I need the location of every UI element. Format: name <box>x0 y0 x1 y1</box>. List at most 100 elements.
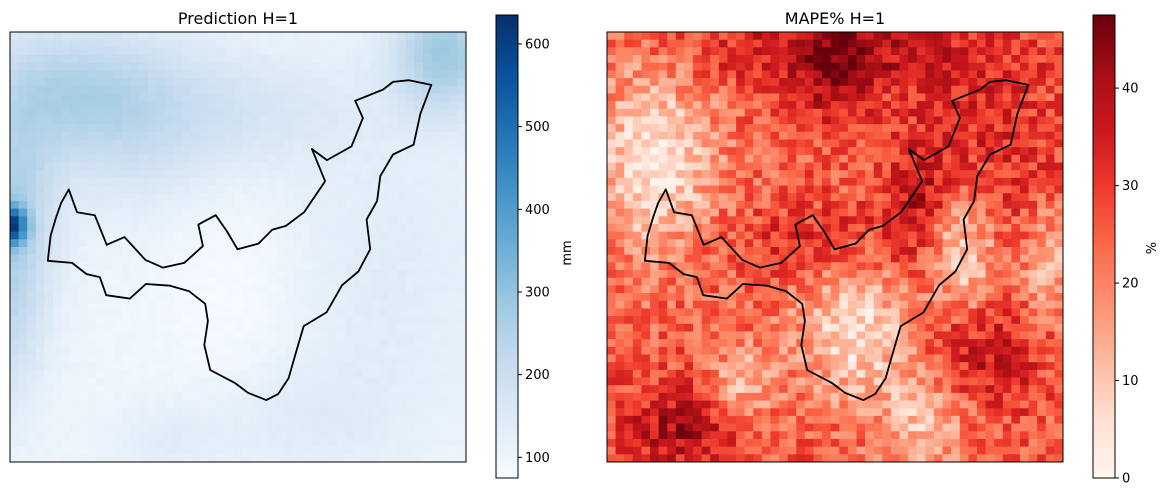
heatmap-cell <box>147 32 157 41</box>
heatmap-cell <box>354 85 364 94</box>
heatmap-cell <box>736 316 746 325</box>
heatmap-cell <box>233 369 243 378</box>
heatmap-cell <box>632 247 642 256</box>
heatmap-cell <box>959 116 969 125</box>
heatmap-cell <box>113 131 123 140</box>
heatmap-cell <box>890 108 900 117</box>
heatmap-cell <box>770 70 780 79</box>
heatmap-cell <box>173 454 183 463</box>
heatmap-cell <box>173 300 183 309</box>
heatmap-cell <box>190 247 200 256</box>
heatmap-cell <box>371 208 381 217</box>
heatmap-cell <box>164 438 174 448</box>
heatmap-cell <box>710 39 720 48</box>
heatmap-cell <box>1011 270 1021 279</box>
heatmap-cell <box>607 300 616 309</box>
heatmap-cell <box>839 185 849 194</box>
heatmap-cell <box>397 362 407 371</box>
heatmap-cell <box>624 300 634 309</box>
heatmap-cell <box>1045 93 1055 102</box>
heatmap-cell <box>440 454 450 463</box>
heatmap-cell <box>371 262 381 271</box>
heatmap-cell <box>139 438 149 448</box>
heatmap-cell <box>27 193 37 202</box>
heatmap-cell <box>311 162 321 171</box>
heatmap-cell <box>448 139 458 148</box>
heatmap-cell <box>379 185 389 194</box>
heatmap-cell <box>448 423 458 432</box>
heatmap-cell <box>319 346 329 355</box>
heatmap-cell <box>268 454 278 463</box>
heatmap-cell <box>78 438 88 448</box>
heatmap-cell <box>27 47 37 56</box>
heatmap-cell <box>787 193 797 202</box>
heatmap-cell <box>684 147 694 156</box>
heatmap-cell <box>44 170 54 179</box>
heatmap-cell <box>78 362 88 371</box>
heatmap-cell <box>1045 85 1055 94</box>
heatmap-cell <box>199 323 209 332</box>
heatmap-cell <box>61 400 71 409</box>
heatmap-cell <box>710 316 720 325</box>
heatmap-cell <box>61 300 71 309</box>
heatmap-cell <box>847 62 857 71</box>
heatmap-cell <box>250 223 260 233</box>
heatmap-cell <box>847 308 857 317</box>
heatmap-cell <box>813 270 823 279</box>
heatmap-cell <box>379 208 389 217</box>
heatmap-cell <box>302 454 312 463</box>
heatmap-cell <box>96 262 106 271</box>
heatmap-cell <box>96 108 106 117</box>
heatmap-cell <box>207 70 217 79</box>
heatmap-cell <box>182 55 192 64</box>
heatmap-cell <box>1037 208 1047 217</box>
heatmap-cell <box>354 162 364 171</box>
heatmap-cell <box>354 362 364 371</box>
heatmap-cell <box>693 101 703 110</box>
heatmap-cell <box>787 47 797 56</box>
heatmap-cell <box>242 438 252 448</box>
heatmap-cell <box>650 162 660 171</box>
heatmap-cell <box>882 139 892 148</box>
heatmap-cell <box>607 85 616 94</box>
heatmap-cell <box>615 193 625 202</box>
heatmap-cell <box>865 177 875 186</box>
heatmap-cell <box>78 216 88 225</box>
heatmap-cell <box>328 239 338 248</box>
heatmap-cell <box>890 308 900 317</box>
heatmap-cell <box>710 239 720 248</box>
heatmap-cell <box>822 177 832 186</box>
heatmap-cell <box>173 39 183 48</box>
heatmap-cell <box>976 262 986 271</box>
heatmap-cell <box>916 231 926 240</box>
heatmap-cell <box>285 385 295 394</box>
heatmap-cell <box>796 162 806 171</box>
heatmap-cell <box>753 139 763 148</box>
heatmap-cell <box>641 300 651 309</box>
heatmap-cell <box>675 32 685 41</box>
heatmap-cell <box>311 392 321 401</box>
heatmap-cell <box>379 392 389 401</box>
heatmap-cell <box>779 223 789 233</box>
heatmap-cell <box>130 308 140 317</box>
heatmap-cell <box>147 193 157 202</box>
heatmap-cell <box>422 32 432 41</box>
heatmap-cell <box>422 400 432 409</box>
heatmap-cell <box>96 293 106 302</box>
heatmap-cell <box>440 208 450 217</box>
heatmap-cell <box>632 101 642 110</box>
heatmap-cell <box>156 438 166 448</box>
heatmap-cell <box>379 108 389 117</box>
heatmap-cell <box>865 139 875 148</box>
heatmap-cell <box>813 293 823 302</box>
heatmap-cell <box>53 277 63 286</box>
heatmap-cell <box>27 170 37 179</box>
heatmap-cell <box>787 154 797 163</box>
heatmap-cell <box>847 47 857 56</box>
heatmap-cell <box>787 254 797 263</box>
heatmap-cell <box>121 362 131 371</box>
heatmap-cell <box>787 200 797 210</box>
heatmap-cell <box>233 362 243 371</box>
heatmap-cell <box>1002 93 1012 102</box>
heatmap-cell <box>233 339 243 348</box>
